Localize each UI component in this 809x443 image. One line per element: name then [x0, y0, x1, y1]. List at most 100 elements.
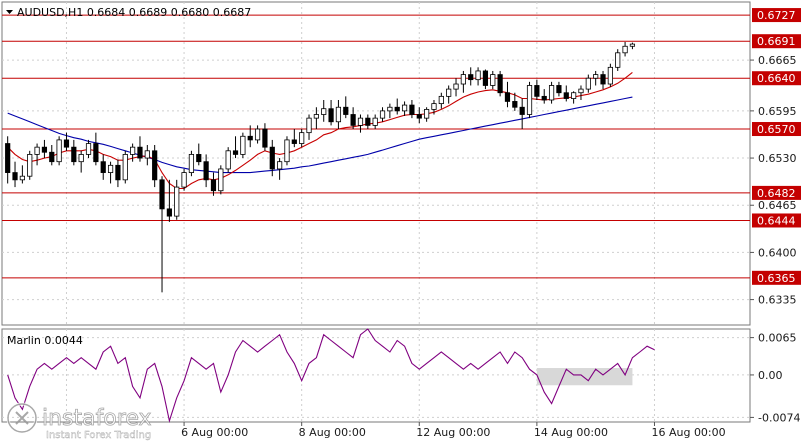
indicator-pane[interactable] — [1, 328, 751, 424]
candle — [41, 139, 48, 159]
candle-body — [254, 128, 261, 141]
candle — [159, 176, 165, 293]
indicator-line — [7, 328, 655, 424]
candle — [475, 67, 481, 86]
candle-body — [622, 45, 628, 54]
candle-body — [313, 114, 319, 119]
time-tick-label: 12 Aug 00:00 — [416, 426, 490, 439]
candle-body — [27, 154, 33, 177]
candle — [321, 99, 327, 122]
candle — [306, 114, 312, 140]
candle-body — [453, 83, 459, 90]
candle — [240, 132, 246, 159]
candle-body — [563, 92, 569, 99]
candle — [365, 114, 371, 130]
candle-body — [409, 104, 415, 115]
dropdown-triangle-icon[interactable] — [6, 10, 13, 14]
candle — [188, 150, 195, 177]
candle — [107, 161, 114, 184]
time-axis: 6 Aug 00:00 8 Aug 00:00 12 Aug 00:00 14 Aug… — [181, 422, 726, 439]
candle-body — [174, 186, 180, 217]
candle — [593, 70, 599, 86]
candle-body — [321, 108, 327, 115]
candle-body — [387, 106, 393, 112]
level-price-label: 0.6570 — [757, 123, 796, 136]
candle — [460, 70, 466, 93]
candle — [519, 98, 525, 130]
candle-body — [240, 135, 246, 155]
candle-body — [335, 106, 342, 123]
candle-body — [350, 114, 356, 126]
price-axis: 0.6665 0.6595 0.6530 0.6465 0.6400 0.6335 0.67… — [750, 8, 801, 307]
price-tick-label: 0.6530 — [758, 152, 797, 165]
candle — [49, 144, 55, 166]
candle-body — [379, 110, 386, 119]
candle — [453, 78, 459, 97]
candle-body — [519, 106, 525, 115]
candle — [571, 91, 577, 104]
candle — [122, 150, 128, 184]
candle-body — [85, 143, 92, 155]
indicator-axis: 0.0065 0.00 -0.0074 — [750, 332, 800, 424]
candle — [144, 144, 150, 166]
candle — [585, 74, 591, 93]
candle — [446, 85, 452, 104]
candle-body — [159, 179, 165, 210]
watermark-tagline: Instant Forex Trading — [46, 430, 151, 441]
marlin-line — [7, 328, 655, 424]
candle — [438, 92, 444, 109]
candle — [512, 92, 518, 111]
candle-body — [526, 85, 533, 115]
candle — [409, 99, 415, 119]
candle-body — [482, 70, 489, 86]
candle-body — [137, 146, 143, 159]
candle-body — [343, 106, 349, 115]
candle-body — [63, 139, 70, 148]
candle-body — [262, 128, 268, 148]
candle — [63, 132, 70, 151]
candle — [401, 101, 408, 116]
candle-body — [468, 74, 474, 81]
candle — [277, 158, 283, 180]
candle-body — [372, 117, 378, 126]
candle-body — [460, 74, 466, 85]
price-tick-label: 0.6465 — [758, 199, 797, 212]
candle-body — [438, 95, 444, 105]
candle — [181, 168, 187, 191]
candle-body — [571, 92, 577, 99]
candle-body — [34, 146, 40, 155]
candle — [424, 107, 430, 122]
time-tick-label: 14 Aug 00:00 — [534, 426, 608, 439]
candle-body — [225, 150, 231, 170]
candle — [556, 81, 562, 97]
candle — [218, 165, 224, 195]
main-grid — [2, 2, 750, 325]
candle-body — [5, 143, 11, 173]
candle-body — [232, 150, 239, 155]
candle — [357, 114, 364, 133]
candle — [5, 136, 11, 184]
candle — [203, 154, 209, 188]
main-price-pane[interactable] — [1, 1, 751, 326]
candle — [78, 150, 84, 173]
candle — [578, 85, 584, 100]
candle-body — [291, 139, 297, 144]
candles — [5, 41, 636, 293]
candle-body — [269, 146, 275, 170]
instaforex-logo-icon — [6, 402, 38, 434]
candle-body — [328, 108, 334, 123]
candle-body — [203, 161, 209, 181]
indicator-band — [536, 368, 633, 386]
candle-body — [585, 77, 591, 90]
candle-body — [247, 135, 253, 141]
watermark-brand: instaforex — [42, 406, 152, 431]
candle — [196, 143, 202, 166]
candle-body — [277, 161, 283, 170]
level-price-tag — [752, 71, 801, 86]
candle — [313, 107, 319, 130]
candle — [526, 81, 533, 119]
level-price-label: 0.6365 — [757, 272, 796, 285]
candle — [431, 99, 437, 115]
candle — [115, 159, 121, 188]
level-price-tag — [752, 185, 801, 200]
